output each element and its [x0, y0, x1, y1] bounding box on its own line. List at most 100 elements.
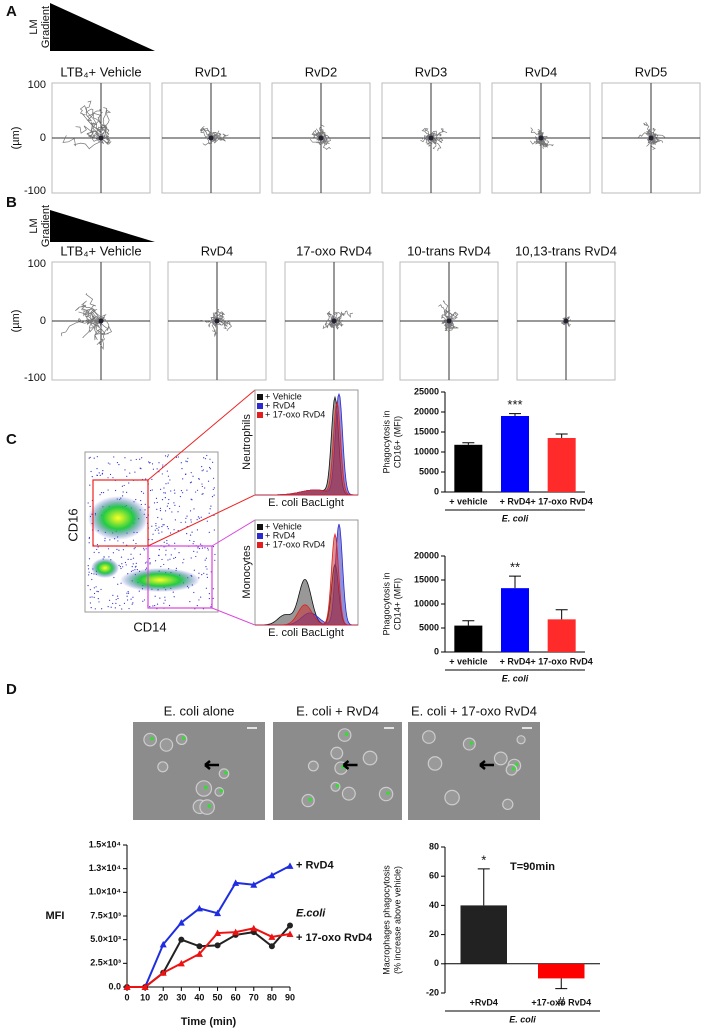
y-tick-label: 0 [434, 958, 439, 968]
histogram-curve [255, 401, 359, 496]
scatter-dot [128, 607, 130, 610]
cell-track [86, 100, 105, 139]
plot-title: RvD4 [525, 64, 558, 79]
error-bar [462, 442, 475, 445]
scatter-dot [87, 565, 89, 567]
scatter-dot [154, 529, 156, 531]
scatter-dot [87, 502, 89, 504]
scatter-dot [144, 562, 147, 564]
scatter-dot [142, 547, 145, 549]
scatter-dot [140, 499, 142, 502]
x-tick-label: 10 [140, 992, 150, 1002]
x-tick-label: +RvD4 [470, 997, 498, 1007]
scatter-dot [164, 455, 167, 457]
bacteria [308, 797, 312, 802]
scatter-dot [126, 592, 128, 594]
histogram-x-label: E. coli BacLight [268, 497, 344, 509]
scatter-dot [112, 477, 114, 479]
legend-label: + 17-oxo RvD4 [265, 409, 325, 419]
cell-origin [318, 135, 324, 141]
scatter-dot [129, 472, 131, 474]
cell-track [79, 105, 102, 139]
scatter-dot [158, 532, 160, 534]
cell-origin [648, 135, 654, 141]
scatter-dot [148, 462, 151, 464]
y-axis-label: Phagocytosis in [381, 572, 391, 635]
y-tick-label: 100 [28, 79, 46, 91]
marker [232, 928, 240, 936]
scatter-dot [208, 512, 210, 514]
cell-track [81, 308, 102, 322]
scatter-dot [152, 468, 155, 470]
scatter-dot [167, 454, 169, 456]
scatter-dot [131, 566, 133, 568]
x-tick-label: 30 [176, 992, 186, 1002]
y-tick-label: -100 [24, 372, 46, 384]
scatter-dot [154, 560, 157, 562]
scatter-dot [151, 463, 154, 465]
scatter-dot [104, 537, 106, 539]
scatter-dot [121, 485, 124, 487]
scatter-dot [165, 549, 167, 551]
scatter-dot [118, 464, 120, 466]
scatter-dot [173, 557, 175, 560]
bar [454, 444, 483, 492]
panel-label: C [6, 431, 17, 448]
x-tick-label: 70 [249, 992, 259, 1002]
scatter-dot [107, 489, 109, 491]
scatter-dot [206, 520, 208, 522]
scatter-dot [192, 475, 194, 477]
scatter-dot [158, 526, 160, 528]
x-tick-label: 80 [267, 992, 277, 1002]
plot-title: RvD2 [305, 64, 338, 79]
scatter-dot [148, 506, 150, 508]
cell-track [646, 128, 652, 139]
scatter-dot [182, 478, 184, 480]
scatter-dot [151, 539, 153, 541]
scatter-dot [102, 469, 104, 472]
scatter-dot [140, 490, 143, 493]
cell-track [93, 320, 106, 335]
scatter-dot [93, 457, 95, 459]
scatter-dot [154, 595, 156, 597]
gradient-label: Gradient [40, 205, 52, 247]
scatter-dot [174, 519, 176, 521]
scatter-dot [201, 465, 203, 468]
cell [462, 737, 476, 751]
y-axis-label: Phagocytosis in [381, 410, 391, 473]
scatter-dot [190, 519, 192, 521]
legend-label: + Vehicle [265, 391, 302, 401]
x-tick-label: + vehicle [449, 496, 487, 506]
scatter-dot [208, 597, 210, 600]
scatter-dot [152, 605, 154, 607]
scatter-dot [205, 557, 207, 559]
scatter-dot [199, 543, 202, 545]
series-label: + RvD4 [296, 860, 334, 872]
scatter-dot [214, 559, 216, 561]
scatter-dot [162, 524, 164, 526]
scatter-dot [183, 558, 185, 560]
scatter-dot [117, 583, 119, 585]
scatter-dot [122, 566, 124, 568]
scatter-dot [170, 554, 172, 556]
x-tick-label: 90 [285, 992, 295, 1002]
plot-title: RvD1 [195, 64, 228, 79]
x-tick-label: + 17-oxo RvD4 [531, 656, 593, 666]
scatter-dot [121, 608, 123, 610]
scatter-dot [130, 558, 132, 561]
panel-label: B [6, 194, 17, 211]
scatter-dot [93, 592, 96, 595]
cell-track [100, 126, 112, 145]
scatter-dot [109, 463, 111, 465]
scatter-dot [212, 588, 214, 590]
cell [307, 760, 319, 772]
cell-origin [98, 135, 104, 141]
scatter-dot [203, 572, 205, 574]
scatter-dot [206, 454, 208, 457]
marker [232, 879, 240, 886]
cell-track [216, 317, 228, 330]
scatter-dot [206, 576, 209, 578]
scatter-dot [196, 519, 198, 521]
scatter-dot [168, 604, 171, 607]
cell [301, 793, 315, 808]
